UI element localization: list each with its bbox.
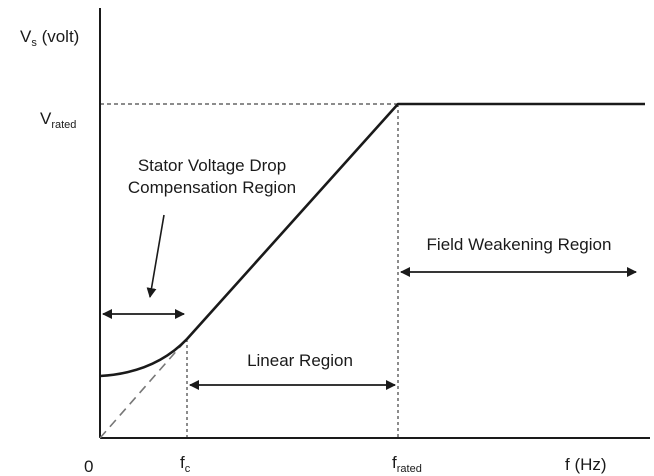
linear-region-label: Linear Region: [247, 351, 353, 370]
origin-label: 0: [84, 457, 93, 476]
v-rated-label: Vrated: [40, 109, 76, 131]
f-c-label: fc: [180, 453, 191, 475]
f-rated-label: frated: [392, 453, 422, 475]
compensation-region-label-line1: Stator Voltage Drop: [138, 156, 286, 175]
x-axis-label: f (Hz): [565, 455, 607, 474]
y-axis-label: Vs (volt): [20, 27, 79, 49]
compensation-region-label-line2: Compensation Region: [128, 178, 296, 197]
compensation-pointer-arrow: [146, 214, 165, 298]
vf-curve: [99, 102, 645, 378]
field-weakening-region-label: Field Weakening Region: [427, 235, 612, 254]
linear-extrapolation-line: [99, 338, 188, 439]
